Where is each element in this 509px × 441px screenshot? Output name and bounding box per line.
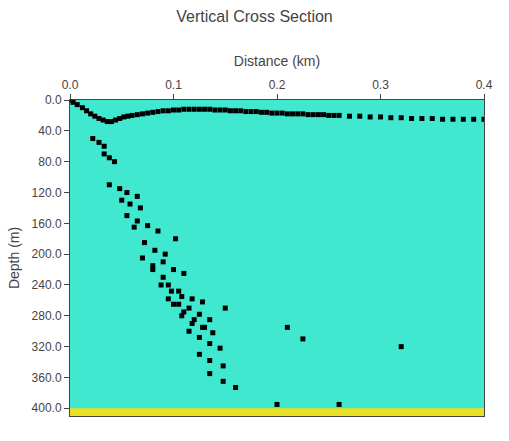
svg-text:0.2: 0.2	[269, 78, 286, 92]
svg-text:0.3: 0.3	[372, 78, 389, 92]
svg-text:320.0: 320.0	[32, 340, 62, 354]
svg-text:360.0: 360.0	[32, 371, 62, 385]
svg-text:Distance (km): Distance (km)	[234, 53, 320, 69]
svg-text:120.0: 120.0	[32, 186, 62, 200]
svg-text:0.1: 0.1	[165, 78, 182, 92]
svg-text:0.4: 0.4	[476, 78, 493, 92]
svg-text:280.0: 280.0	[32, 309, 62, 323]
svg-text:0.0: 0.0	[45, 93, 62, 107]
svg-text:Depth (m): Depth (m)	[6, 227, 22, 289]
svg-text:40.0: 40.0	[38, 124, 62, 138]
svg-text:Vertical Cross Section: Vertical Cross Section	[176, 8, 333, 25]
svg-text:240.0: 240.0	[32, 278, 62, 292]
svg-text:0.0: 0.0	[62, 78, 79, 92]
svg-text:160.0: 160.0	[32, 217, 62, 231]
svg-text:80.0: 80.0	[38, 155, 62, 169]
svg-text:400.0: 400.0	[32, 401, 62, 415]
svg-text:200.0: 200.0	[32, 247, 62, 261]
